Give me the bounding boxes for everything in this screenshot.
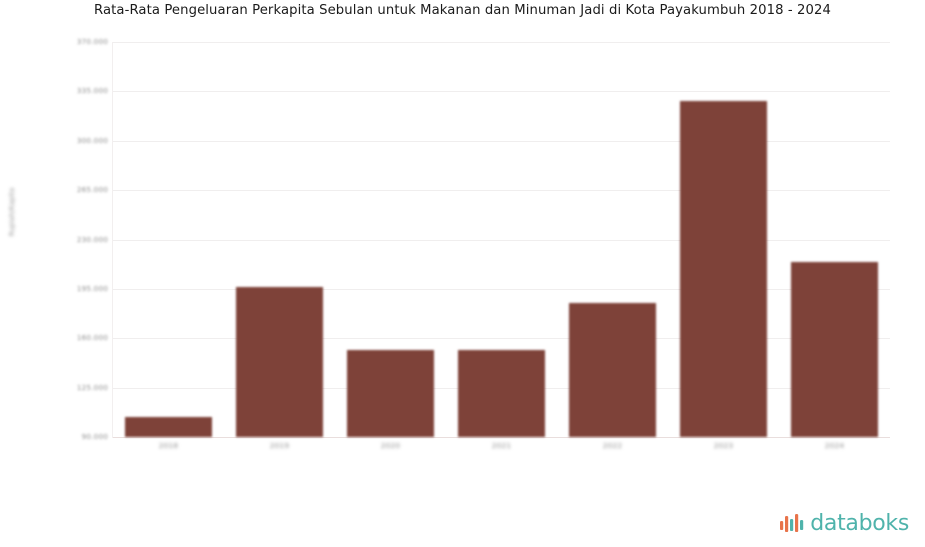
bar-2021[interactable] — [458, 349, 545, 437]
plot-area — [113, 42, 890, 438]
x-axis-tick-label: 2024 — [824, 441, 845, 450]
bar-2019[interactable] — [236, 287, 323, 437]
x-axis-tick-labels: 2018 2019 2020 2021 2022 2023 2024 — [113, 441, 890, 461]
y-axis-title: Rupiah/Kapita — [8, 187, 16, 237]
x-axis-tick-label: 2022 — [602, 441, 623, 450]
gridline — [113, 140, 890, 142]
bar-2024[interactable] — [791, 262, 878, 437]
gridline — [113, 239, 890, 241]
x-axis-tick-label: 2023 — [713, 441, 734, 450]
y-axis-tick-label: 370.000 — [76, 37, 108, 46]
y-axis-tick-label: 300.000 — [76, 135, 108, 145]
y-axis-tick-label: 230.000 — [76, 234, 108, 244]
gridline — [113, 91, 890, 93]
x-axis-tick-label: 2021 — [491, 441, 512, 450]
bar-2022[interactable] — [569, 302, 656, 437]
gridline — [113, 190, 890, 192]
bar-2018[interactable] — [125, 417, 212, 437]
databoks-bars-icon — [780, 514, 804, 532]
y-axis-tick-labels: 90.000 125.000 160.000 195.000 230.000 265.00… — [48, 37, 108, 441]
databoks-logo: databoks — [780, 513, 909, 535]
x-axis-tick-label: 2020 — [380, 441, 401, 450]
y-axis-tick-label: 160.000 — [76, 333, 108, 343]
x-axis-tick-label: 2019 — [269, 441, 290, 450]
gridline — [113, 42, 890, 43]
gridline — [113, 437, 890, 438]
gridline — [113, 288, 890, 290]
y-axis-spine — [112, 42, 113, 438]
y-axis-tick-label: 265.000 — [76, 185, 108, 195]
databoks-wordmark: databoks — [810, 511, 909, 536]
y-axis-tick-label: 90.000 — [81, 432, 108, 441]
chart-title: Rata-Rata Pengeluaran Perkapita Sebulan … — [93, 3, 832, 18]
y-axis-tick-label: 195.000 — [76, 283, 108, 293]
bar-2023[interactable] — [680, 101, 767, 437]
y-axis-tick-label: 335.000 — [76, 86, 108, 96]
gridline — [113, 338, 890, 340]
bar-2020[interactable] — [347, 349, 434, 437]
x-axis-tick-label: 2018 — [158, 441, 179, 450]
y-axis-tick-label: 125.000 — [76, 382, 108, 392]
